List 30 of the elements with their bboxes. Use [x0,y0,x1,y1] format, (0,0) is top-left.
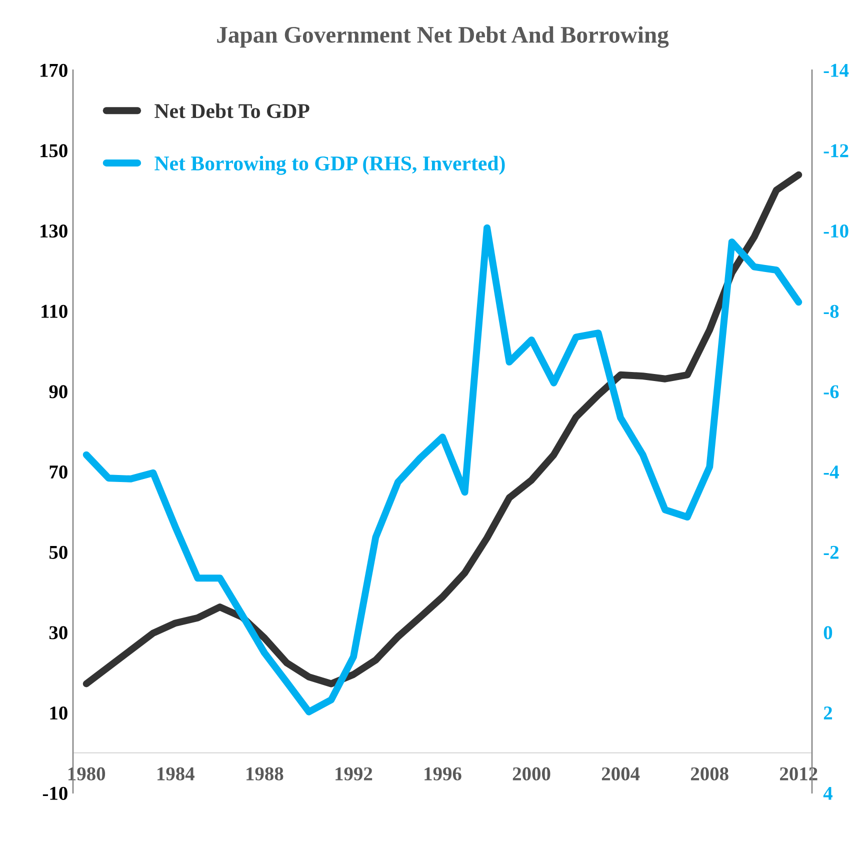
y2-tick-label: 2 [824,706,832,720]
y2-tick-label: 4 [823,786,832,800]
x-tick-label: 1984 [158,767,194,780]
x-tick-label: 2000 [512,767,550,780]
y-tick-label: 50 [49,546,68,559]
x-tick-label: 1996 [424,767,462,780]
y-tick-label: 90 [49,385,68,398]
y2-tick-label: 0 [824,626,832,640]
y2-tick-label: -6 [824,385,839,398]
x-tick-label: 1992 [336,767,372,780]
y-tick-label: 170 [40,64,68,77]
y-tick-label: 110 [42,304,68,318]
y2-tick-label: -12 [824,144,848,158]
y-tick-label: -10 [42,786,68,800]
y-tick-label: 130 [40,224,68,238]
y-tick-label: 70 [50,465,68,479]
y2-tick-label: -4 [824,466,839,478]
x-tick-label: 2008 [690,767,728,780]
x-tick-label: 1988 [246,767,284,780]
y2-tick-label: -8 [824,304,839,318]
y2-tick-label: -2 [824,546,838,559]
y-tick-label: 30 [49,626,68,640]
legend-label: Net Borrowing to GDP (RHS, Inverted) [154,156,505,175]
y-tick-label: 10 [50,706,68,720]
y2-tick-label: -10 [824,224,848,238]
chart-title: Japan Government Net Debt And Borrowing [217,26,669,48]
y2-tick-label: -14 [824,64,849,77]
y-tick-label: 150 [40,144,68,158]
x-tick-label: 2004 [602,767,640,780]
legend-label: Net Debt To GDP [154,103,310,118]
